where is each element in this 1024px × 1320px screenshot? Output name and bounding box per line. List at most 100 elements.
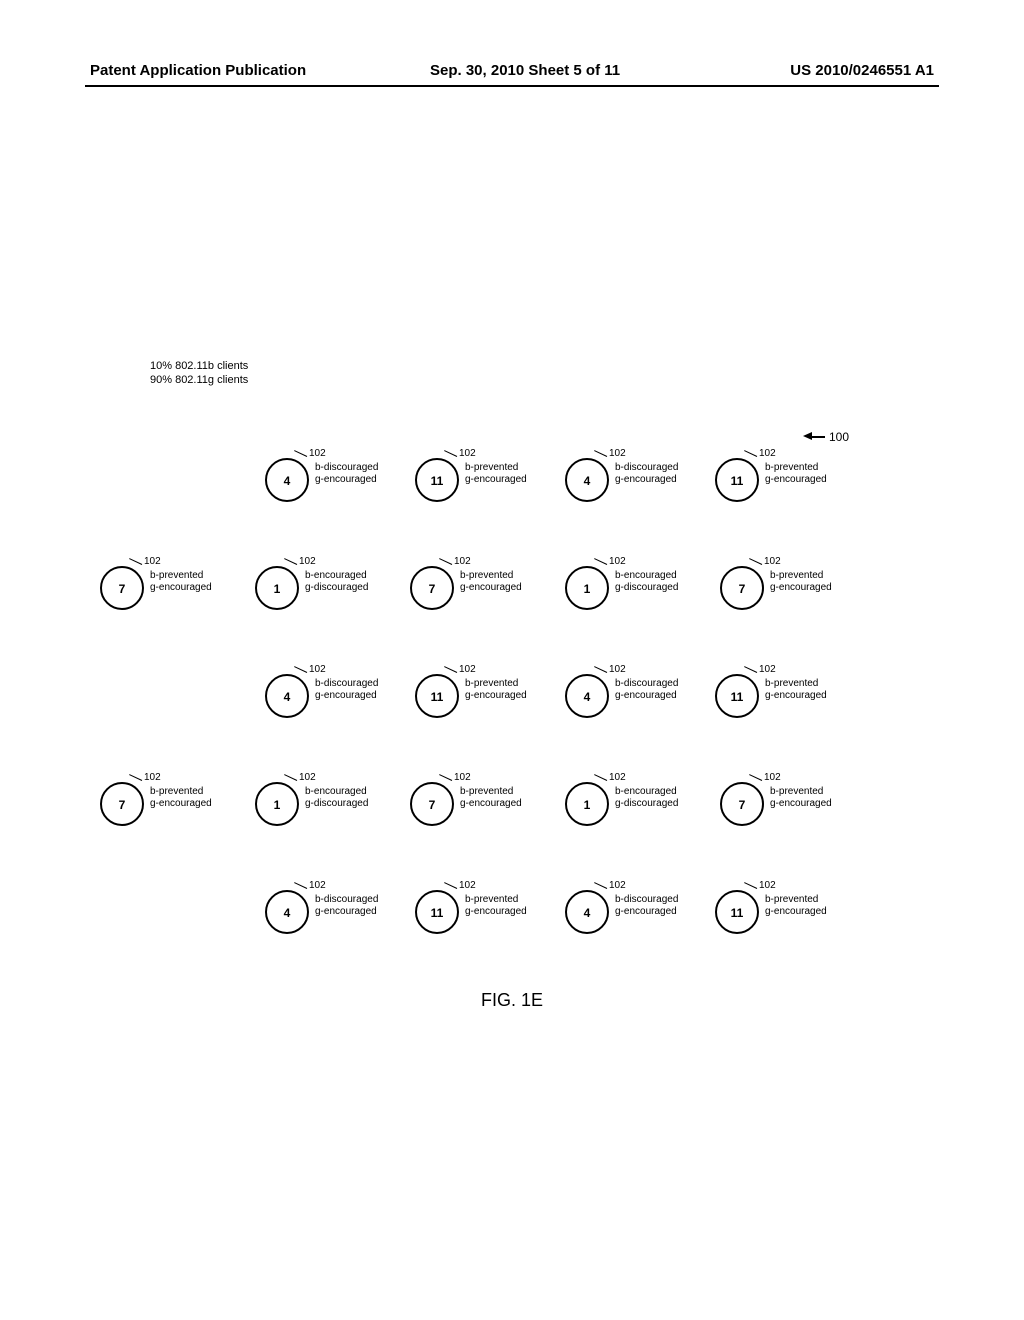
ap-node: 4102b-discouragedg-encouraged <box>545 882 715 942</box>
header-middle: Sep. 30, 2010 Sheet 5 of 11 <box>430 62 620 79</box>
ap-ref-102: 102 <box>609 448 626 459</box>
ap-node: 11102b-preventedg-encouraged <box>695 666 865 726</box>
ap-policy-g: g-encouraged <box>465 474 527 486</box>
ap-circle: 4 <box>565 674 609 718</box>
ap-circle: 7 <box>720 566 764 610</box>
ap-ref-102: 102 <box>609 772 626 783</box>
ap-policy-g: g-encouraged <box>315 690 378 702</box>
ap-node: 4102b-discouragedg-encouraged <box>545 666 715 726</box>
ap-node: 1102 b-encouragedg-discouraged <box>235 774 405 834</box>
ap-circle: 7 <box>410 782 454 826</box>
ap-ref-102: 102 <box>309 664 326 675</box>
ap-circle: 11 <box>415 890 459 934</box>
ap-policy-g: g-encouraged <box>460 798 522 810</box>
ap-policy-b: b-prevented <box>465 894 527 906</box>
ap-policy-g: g-encouraged <box>765 906 827 918</box>
ap-ref-102: 102 <box>454 772 471 783</box>
ap-policy-g: g-encouraged <box>465 690 527 702</box>
ap-node: 4102 b-discouragedg-encouraged <box>245 666 415 726</box>
ap-policy-g: g-discouraged <box>615 798 678 810</box>
ap-policy: b-preventedg-encouraged <box>770 570 832 594</box>
ap-policy-b: b-encouraged <box>305 786 368 798</box>
ap-policy-b: b-encouraged <box>615 786 678 798</box>
ap-policy-b: b-prevented <box>465 462 527 474</box>
ap-node: 4102b-discouragedg-encouraged <box>245 882 415 942</box>
ap-policy: b-discouragedg-encouraged <box>615 462 678 486</box>
ap-grid: 4102b-discouragedg-encouraged11102b-prev… <box>140 450 880 990</box>
ap-policy-b: b-discouraged <box>615 462 678 474</box>
ap-node: 7102b-preventedg-encouraged <box>700 558 870 618</box>
ap-policy-b: b-prevented <box>150 570 212 582</box>
ap-circle: 1 <box>565 566 609 610</box>
clients-note-line2: 90% 802.11g clients <box>150 374 248 388</box>
ap-node: 7102 b-preventedg-encouraged <box>390 774 560 834</box>
ap-row: 4102b-discouragedg-encouraged11102b-prev… <box>140 450 880 558</box>
ap-ref-102: 102 <box>299 556 316 567</box>
ap-policy-b: b-discouraged <box>315 894 378 906</box>
patent-page: Patent Application Publication Sep. 30, … <box>0 0 1024 1320</box>
ap-policy-b: b-prevented <box>770 786 832 798</box>
ap-policy: b-preventedg-encouraged <box>465 462 527 486</box>
ap-node: 1102 b-encouragedg-discouraged <box>545 774 715 834</box>
ap-policy-g: g-encouraged <box>765 474 827 486</box>
ap-ref-102: 102 <box>609 880 626 891</box>
ap-policy-b: b-prevented <box>765 678 827 690</box>
ap-circle: 4 <box>265 458 309 502</box>
ap-policy-g: g-discouraged <box>305 798 368 810</box>
figure-reference-100: 100 <box>803 430 849 444</box>
ap-circle: 7 <box>100 566 144 610</box>
header-left: Patent Application Publication <box>90 62 306 79</box>
ap-policy-g: g-encouraged <box>150 798 212 810</box>
ap-circle: 1 <box>255 566 299 610</box>
ap-ref-102: 102 <box>764 772 781 783</box>
ap-policy-b: b-prevented <box>150 786 212 798</box>
ap-ref-102: 102 <box>299 772 316 783</box>
ap-circle: 1 <box>255 782 299 826</box>
ap-ref-102: 102 <box>309 448 326 459</box>
ap-node: 4102 b-discouragedg-encouraged <box>545 450 715 510</box>
ap-policy-b: b-prevented <box>460 786 522 798</box>
ap-circle: 11 <box>715 890 759 934</box>
ap-policy: b-preventedg-encouraged <box>765 462 827 486</box>
ap-circle: 7 <box>720 782 764 826</box>
header-rule <box>85 85 939 87</box>
header-right: US 2010/0246551 A1 <box>790 62 934 79</box>
ap-circle: 11 <box>415 458 459 502</box>
ap-policy: b-preventedg-encouraged <box>465 894 527 918</box>
ap-policy: b-encouragedg-discouraged <box>305 570 368 594</box>
ap-row: 4102b-discouragedg-encouraged11102b-prev… <box>140 882 880 990</box>
ap-ref-102: 102 <box>759 448 776 459</box>
ap-circle: 7 <box>410 566 454 610</box>
ap-policy-g: g-encouraged <box>315 474 378 486</box>
ap-ref-102: 102 <box>759 664 776 675</box>
ap-ref-102: 102 <box>309 880 326 891</box>
ap-circle: 11 <box>715 458 759 502</box>
ap-policy-g: g-encouraged <box>315 906 378 918</box>
clients-note-line1: 10% 802.11b clients <box>150 360 248 374</box>
ap-policy-b: b-prevented <box>770 570 832 582</box>
ap-policy-g: g-encouraged <box>770 798 832 810</box>
ap-policy-g: g-encouraged <box>465 906 527 918</box>
ap-ref-102: 102 <box>454 556 471 567</box>
ap-ref-102: 102 <box>609 664 626 675</box>
ap-node: 7102b-preventedg-encouraged <box>80 558 250 618</box>
ap-policy: b-discouragedg-encouraged <box>315 678 378 702</box>
ap-node: 7102b-preventedg-encouraged <box>390 558 560 618</box>
ap-policy: b-encouragedg-discouraged <box>615 786 678 810</box>
ap-policy-g: g-encouraged <box>770 582 832 594</box>
ap-policy-b: b-encouraged <box>615 570 678 582</box>
clients-note: 10% 802.11b clients 90% 802.11g clients <box>150 360 248 388</box>
ap-node: 4102 b-discouragedg-encouraged <box>245 450 415 510</box>
ap-policy-g: g-encouraged <box>615 690 678 702</box>
ap-circle: 4 <box>565 458 609 502</box>
ap-policy-g: g-encouraged <box>460 582 522 594</box>
ap-policy: b-discouragedg-encouraged <box>315 462 378 486</box>
ap-ref-102: 102 <box>459 448 476 459</box>
ap-circle: 4 <box>265 674 309 718</box>
ap-ref-102: 102 <box>759 880 776 891</box>
ap-node: 11102 b-preventedg-encouraged <box>395 450 565 510</box>
ap-policy-b: b-prevented <box>765 894 827 906</box>
ap-circle: 1 <box>565 782 609 826</box>
ap-node: 7102b-preventedg-encouraged <box>80 774 250 834</box>
figure-reference-label: 100 <box>829 430 849 444</box>
